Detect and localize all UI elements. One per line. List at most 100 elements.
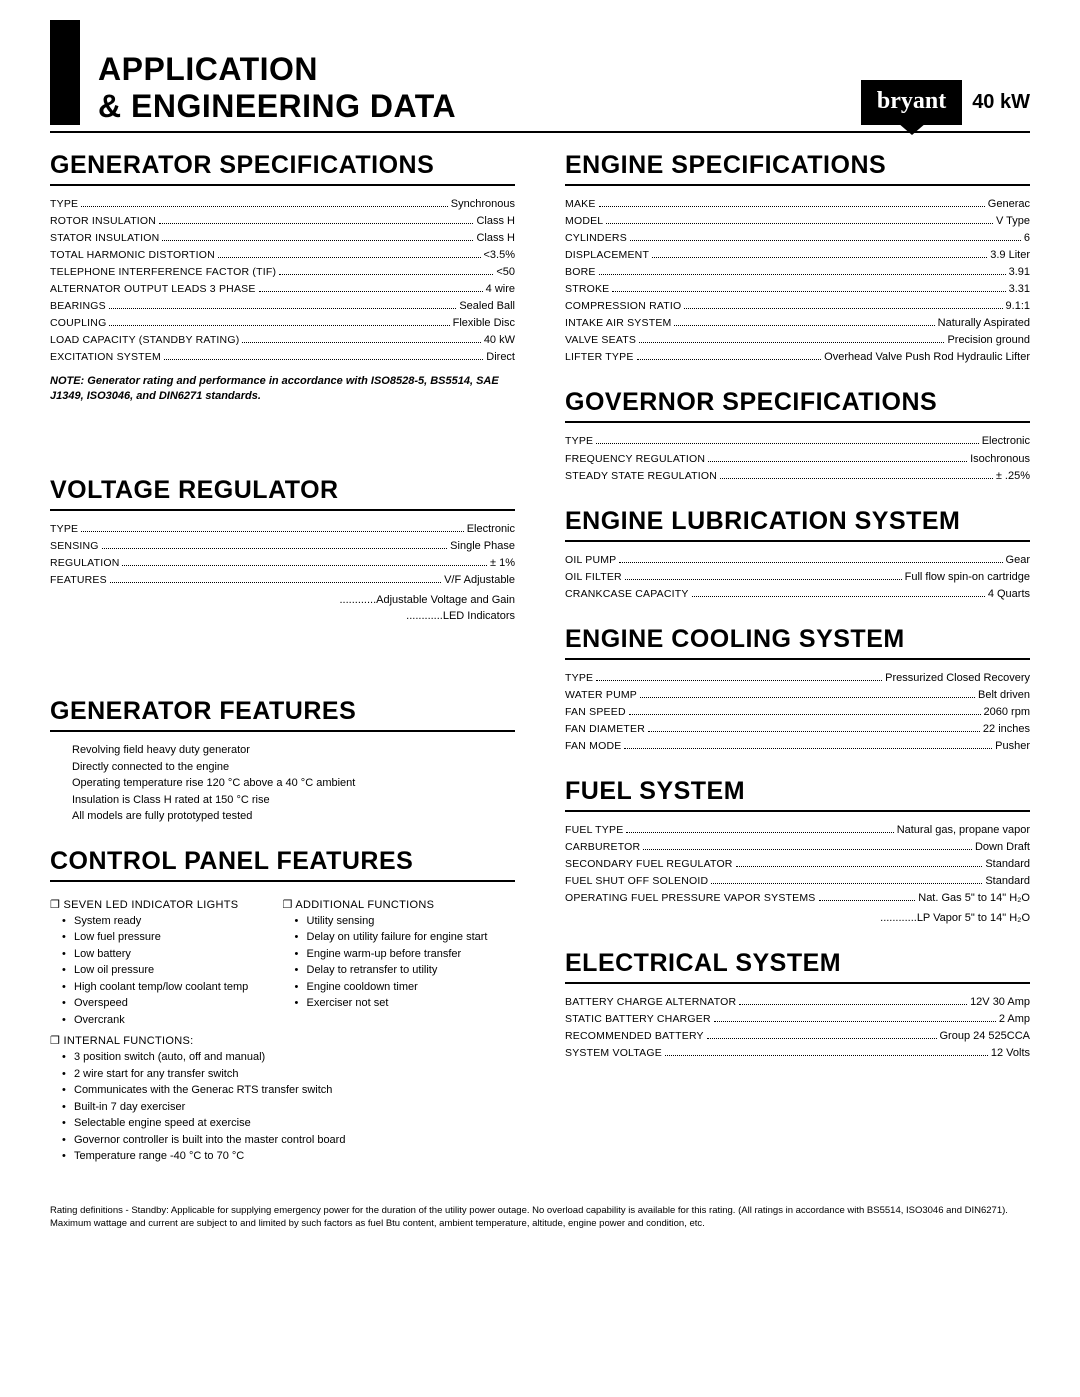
section-title-governor-specs: GOVERNOR SPECIFICATIONS — [565, 388, 1030, 423]
right-column: ENGINE SPECIFICATIONS MAKEGeneracMODELV … — [565, 151, 1030, 1165]
spec-row: LOAD CAPACITY (STANDBY RATING)40 kW — [50, 332, 515, 349]
spec-value: <50 — [496, 264, 515, 281]
dot-leader — [81, 531, 463, 532]
dot-leader — [102, 548, 448, 549]
page-title: APPLICATION & ENGINEERING DATA — [98, 51, 861, 125]
dot-leader — [81, 206, 448, 207]
spec-label: STROKE — [565, 281, 609, 297]
list-item: Utility sensing — [307, 913, 516, 930]
header-accent-bar — [50, 20, 80, 125]
spec-label: FAN DIAMETER — [565, 721, 645, 737]
spec-value: 3.91 — [1009, 264, 1030, 281]
list-item: Low oil pressure — [74, 962, 283, 979]
brand-logo: bryant — [861, 80, 962, 125]
footer-rating-note: Rating definitions - Standby: Applicable… — [50, 1205, 1030, 1231]
spec-value: Natural gas, propane vapor — [897, 822, 1030, 839]
spec-row: DISPLACEMENT3.9 Liter — [565, 247, 1030, 264]
spec-row: TYPE Pressurized Closed Recovery — [565, 670, 1030, 687]
dot-leader — [159, 223, 473, 224]
electrical-list: BATTERY CHARGE ALTERNATOR 12V 30 AmpSTATI… — [565, 994, 1030, 1062]
list-item: Low fuel pressure — [74, 929, 283, 946]
spec-continuation: ............LED Indicators — [50, 609, 515, 625]
spec-label: WATER PUMP — [565, 687, 637, 703]
spec-value: Class H — [476, 230, 515, 247]
spec-row: MODEL V Type — [565, 213, 1030, 230]
section-title-control-panel: CONTROL PANEL FEATURES — [50, 847, 515, 882]
spec-label: OIL PUMP — [565, 552, 616, 568]
spec-value: Direct — [486, 349, 515, 366]
spec-row: FUEL SHUT OFF SOLENOIDStandard — [565, 873, 1030, 890]
spec-row: STATIC BATTERY CHARGER2 Amp — [565, 1011, 1030, 1028]
spec-value: 6 — [1024, 230, 1030, 247]
spec-continuation: ............Adjustable Voltage and Gain — [50, 593, 515, 609]
dot-leader — [639, 342, 944, 343]
dot-leader — [648, 731, 980, 732]
dot-leader — [122, 565, 487, 566]
spec-value: 4 wire — [486, 281, 515, 298]
spec-row: TOTAL HARMONIC DISTORTION<3.5% — [50, 247, 515, 264]
dot-leader — [665, 1055, 988, 1056]
spec-row: ALTERNATOR OUTPUT LEADS 3 PHASE4 wire — [50, 281, 515, 298]
spec-label: FUEL TYPE — [565, 822, 623, 838]
spec-label: TYPE — [565, 670, 593, 686]
spec-label: MAKE — [565, 196, 596, 212]
governor-specs-list: TYPEElectronicFREQUENCY REGULATIONIsochr… — [565, 433, 1030, 484]
dot-leader — [596, 443, 978, 444]
list-item: Governor controller is built into the ma… — [74, 1132, 515, 1149]
list-item: Delay on utility failure for engine star… — [307, 929, 516, 946]
section-title-lubrication: ENGINE LUBRICATION SYSTEM — [565, 507, 1030, 542]
fuel-continuation: ............LP Vapor 5" to 14" H₂O — [565, 911, 1030, 927]
dot-leader — [720, 478, 993, 479]
lubrication-list: OIL PUMPGearOIL FILTERFull flow spin-on … — [565, 552, 1030, 603]
list-item: Built-in 7 day exerciser — [74, 1099, 515, 1116]
dot-leader — [819, 900, 916, 901]
spec-label: FUEL SHUT OFF SOLENOID — [565, 873, 708, 889]
list-item: Communicates with the Generac RTS transf… — [74, 1082, 515, 1099]
spec-value: 12 Volts — [991, 1045, 1030, 1062]
spec-row: SENSINGSingle Phase — [50, 538, 515, 555]
spec-row: OPERATING FUEL PRESSURE VAPOR SYSTEMSNat… — [565, 890, 1030, 907]
dot-leader — [162, 240, 473, 241]
spec-value: 3.9 Liter — [990, 247, 1030, 264]
dot-leader — [599, 206, 985, 207]
generator-specs-list: TYPESynchronousROTOR INSULATIONClass HST… — [50, 196, 515, 366]
section-title-cooling: ENGINE COOLING SYSTEM — [565, 625, 1030, 660]
spec-row: SYSTEM VOLTAGE12 Volts — [565, 1045, 1030, 1062]
spec-value: Pressurized Closed Recovery — [885, 670, 1030, 687]
list-item: High coolant temp/low coolant temp — [74, 979, 283, 996]
spec-label: OPERATING FUEL PRESSURE VAPOR SYSTEMS — [565, 890, 816, 906]
fuel-list: FUEL TYPE Natural gas, propane vapor CARBU… — [565, 822, 1030, 907]
list-item: Insulation is Class H rated at 150 °C ri… — [72, 792, 515, 809]
spec-label: BATTERY CHARGE ALTERNATOR — [565, 994, 736, 1010]
list-item: Exerciser not set — [307, 995, 516, 1012]
spec-value: Naturally Aspirated — [938, 315, 1030, 332]
spec-value: V Type — [996, 213, 1030, 230]
cp-additional-list: Utility sensingDelay on utility failure … — [283, 913, 516, 1012]
dot-leader — [599, 274, 1006, 275]
left-column: GENERATOR SPECIFICATIONS TYPESynchronous… — [50, 151, 515, 1165]
spec-row: BATTERY CHARGE ALTERNATOR 12V 30 Amp — [565, 994, 1030, 1011]
spec-value: Flexible Disc — [453, 315, 515, 332]
spec-label: VALVE SEATS — [565, 332, 636, 348]
list-item: All models are fully prototyped tested — [72, 808, 515, 825]
list-item: Selectable engine speed at exercise — [74, 1115, 515, 1132]
spec-value: 4 Quarts — [988, 586, 1030, 603]
generator-features-list: Revolving field heavy duty generatorDire… — [50, 742, 515, 825]
spec-row: INTAKE AIR SYSTEMNaturally Aspirated — [565, 315, 1030, 332]
spec-label: MODEL — [565, 213, 603, 229]
spec-value: 12V 30 Amp — [970, 994, 1030, 1011]
spec-row: TELEPHONE INTERFERENCE FACTOR (TIF)<50 — [50, 264, 515, 281]
spec-value: Full flow spin-on cartridge — [905, 569, 1030, 586]
spec-value: Standard — [985, 856, 1030, 873]
spec-value: 2060 rpm — [984, 704, 1030, 721]
list-item: Operating temperature rise 120 °C above … — [72, 775, 515, 792]
page-header: APPLICATION & ENGINEERING DATA bryant 40… — [50, 20, 1030, 133]
spec-row: STATOR INSULATIONClass H — [50, 230, 515, 247]
spec-value: Pusher — [995, 738, 1030, 755]
list-item: 3 position switch (auto, off and manual) — [74, 1049, 515, 1066]
spec-label: REGULATION — [50, 555, 119, 571]
dot-leader — [739, 1004, 967, 1005]
spec-value: Generac — [988, 196, 1030, 213]
spec-label: SENSING — [50, 538, 99, 554]
spec-label: CARBURETOR — [565, 839, 640, 855]
